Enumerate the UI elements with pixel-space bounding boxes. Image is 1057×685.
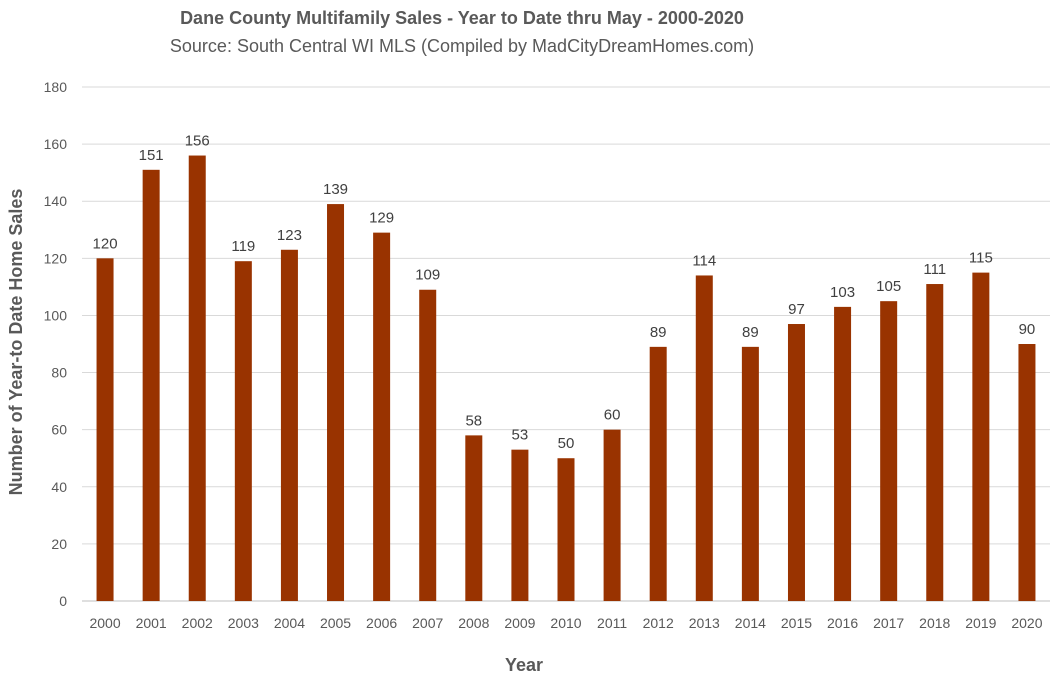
x-tick-label: 2020	[1011, 615, 1042, 631]
x-tick-label: 2012	[643, 615, 674, 631]
data-label: 109	[415, 267, 440, 284]
chart-subtitle: Source: South Central WI MLS (Compiled b…	[170, 36, 754, 56]
x-tick-label: 2014	[735, 615, 766, 631]
bar-2005	[327, 204, 345, 602]
y-tick-label: 60	[51, 422, 67, 438]
y-tick-label: 120	[44, 250, 68, 266]
y-tick-label: 140	[44, 193, 68, 209]
data-label: 60	[604, 407, 621, 424]
data-label: 89	[650, 324, 667, 341]
bar-2016	[834, 306, 852, 601]
data-label: 90	[1019, 321, 1036, 338]
bar-2007	[419, 289, 437, 601]
data-label: 114	[692, 252, 716, 269]
x-tick-label: 2001	[136, 615, 167, 631]
x-axis-ticks: 2000 2001 2002 2003 2004 2005 2006 2007 2008 2009…	[89, 615, 1042, 631]
bar-2013	[695, 275, 713, 601]
data-label: 103	[830, 284, 855, 301]
x-tick-label: 2003	[228, 615, 259, 631]
y-tick-label: 180	[44, 79, 68, 95]
bar-2010	[557, 458, 575, 601]
bar-2001	[142, 169, 160, 602]
y-axis-label: Number of Year-to Date Home Sales	[6, 189, 26, 496]
bar-2008	[465, 435, 483, 601]
data-label: 50	[558, 435, 575, 452]
bar-2011	[603, 429, 621, 601]
y-tick-label: 20	[51, 536, 67, 552]
bar-2020	[1018, 344, 1036, 601]
bar-2018	[926, 284, 944, 601]
x-tick-label: 2002	[182, 615, 213, 631]
x-tick-label: 2019	[965, 615, 996, 631]
data-label: 97	[788, 301, 805, 318]
x-tick-label: 2011	[597, 615, 627, 631]
x-tick-label: 2007	[412, 615, 443, 631]
y-axis-ticks: 0 20 40 60 80 100 120 140 160 180	[44, 79, 68, 609]
data-label: 120	[93, 235, 118, 252]
bar-2009	[511, 449, 529, 601]
bar-2019	[972, 272, 990, 601]
x-tick-label: 2016	[827, 615, 858, 631]
data-label: 129	[369, 210, 394, 227]
y-tick-label: 160	[44, 136, 68, 152]
x-tick-label: 2009	[504, 615, 535, 631]
data-label: 58	[465, 412, 482, 429]
bar-2017	[880, 301, 898, 601]
bar-2004	[280, 249, 298, 601]
x-tick-label: 2010	[550, 615, 581, 631]
data-label: 115	[969, 250, 993, 267]
y-tick-label: 80	[51, 365, 67, 381]
data-label: 156	[185, 133, 210, 150]
x-tick-label: 2000	[89, 615, 120, 631]
bar-2015	[787, 324, 805, 601]
data-label: 105	[876, 278, 901, 295]
bar-2014	[741, 346, 759, 601]
x-tick-label: 2018	[919, 615, 950, 631]
bar-2000	[96, 258, 114, 601]
x-tick-label: 2005	[320, 615, 351, 631]
bars: 120 151 156 119 123 139 129 109 58 53 50 60 89 114 89 9…	[93, 133, 1036, 602]
x-tick-label: 2015	[781, 615, 812, 631]
data-label: 139	[323, 181, 348, 198]
y-tick-label: 0	[59, 593, 67, 609]
bar-2003	[234, 261, 252, 601]
bar-2006	[373, 232, 391, 601]
data-label: 53	[512, 427, 529, 444]
data-label: 151	[139, 147, 164, 164]
y-tick-label: 40	[51, 479, 67, 495]
x-tick-label: 2013	[689, 615, 720, 631]
data-label: 119	[231, 238, 255, 255]
x-tick-label: 2017	[873, 615, 904, 631]
x-tick-label: 2006	[366, 615, 397, 631]
data-label: 111	[923, 261, 946, 278]
bar-2002	[188, 155, 206, 602]
chart-title: Dane County Multifamily Sales - Year to …	[180, 8, 744, 28]
y-tick-label: 100	[44, 307, 68, 323]
x-axis-label: Year	[505, 655, 543, 675]
x-tick-label: 2008	[458, 615, 489, 631]
data-label: 89	[742, 324, 759, 341]
x-tick-label: 2004	[274, 615, 305, 631]
bar-2012	[649, 346, 667, 601]
data-label: 123	[277, 227, 302, 244]
